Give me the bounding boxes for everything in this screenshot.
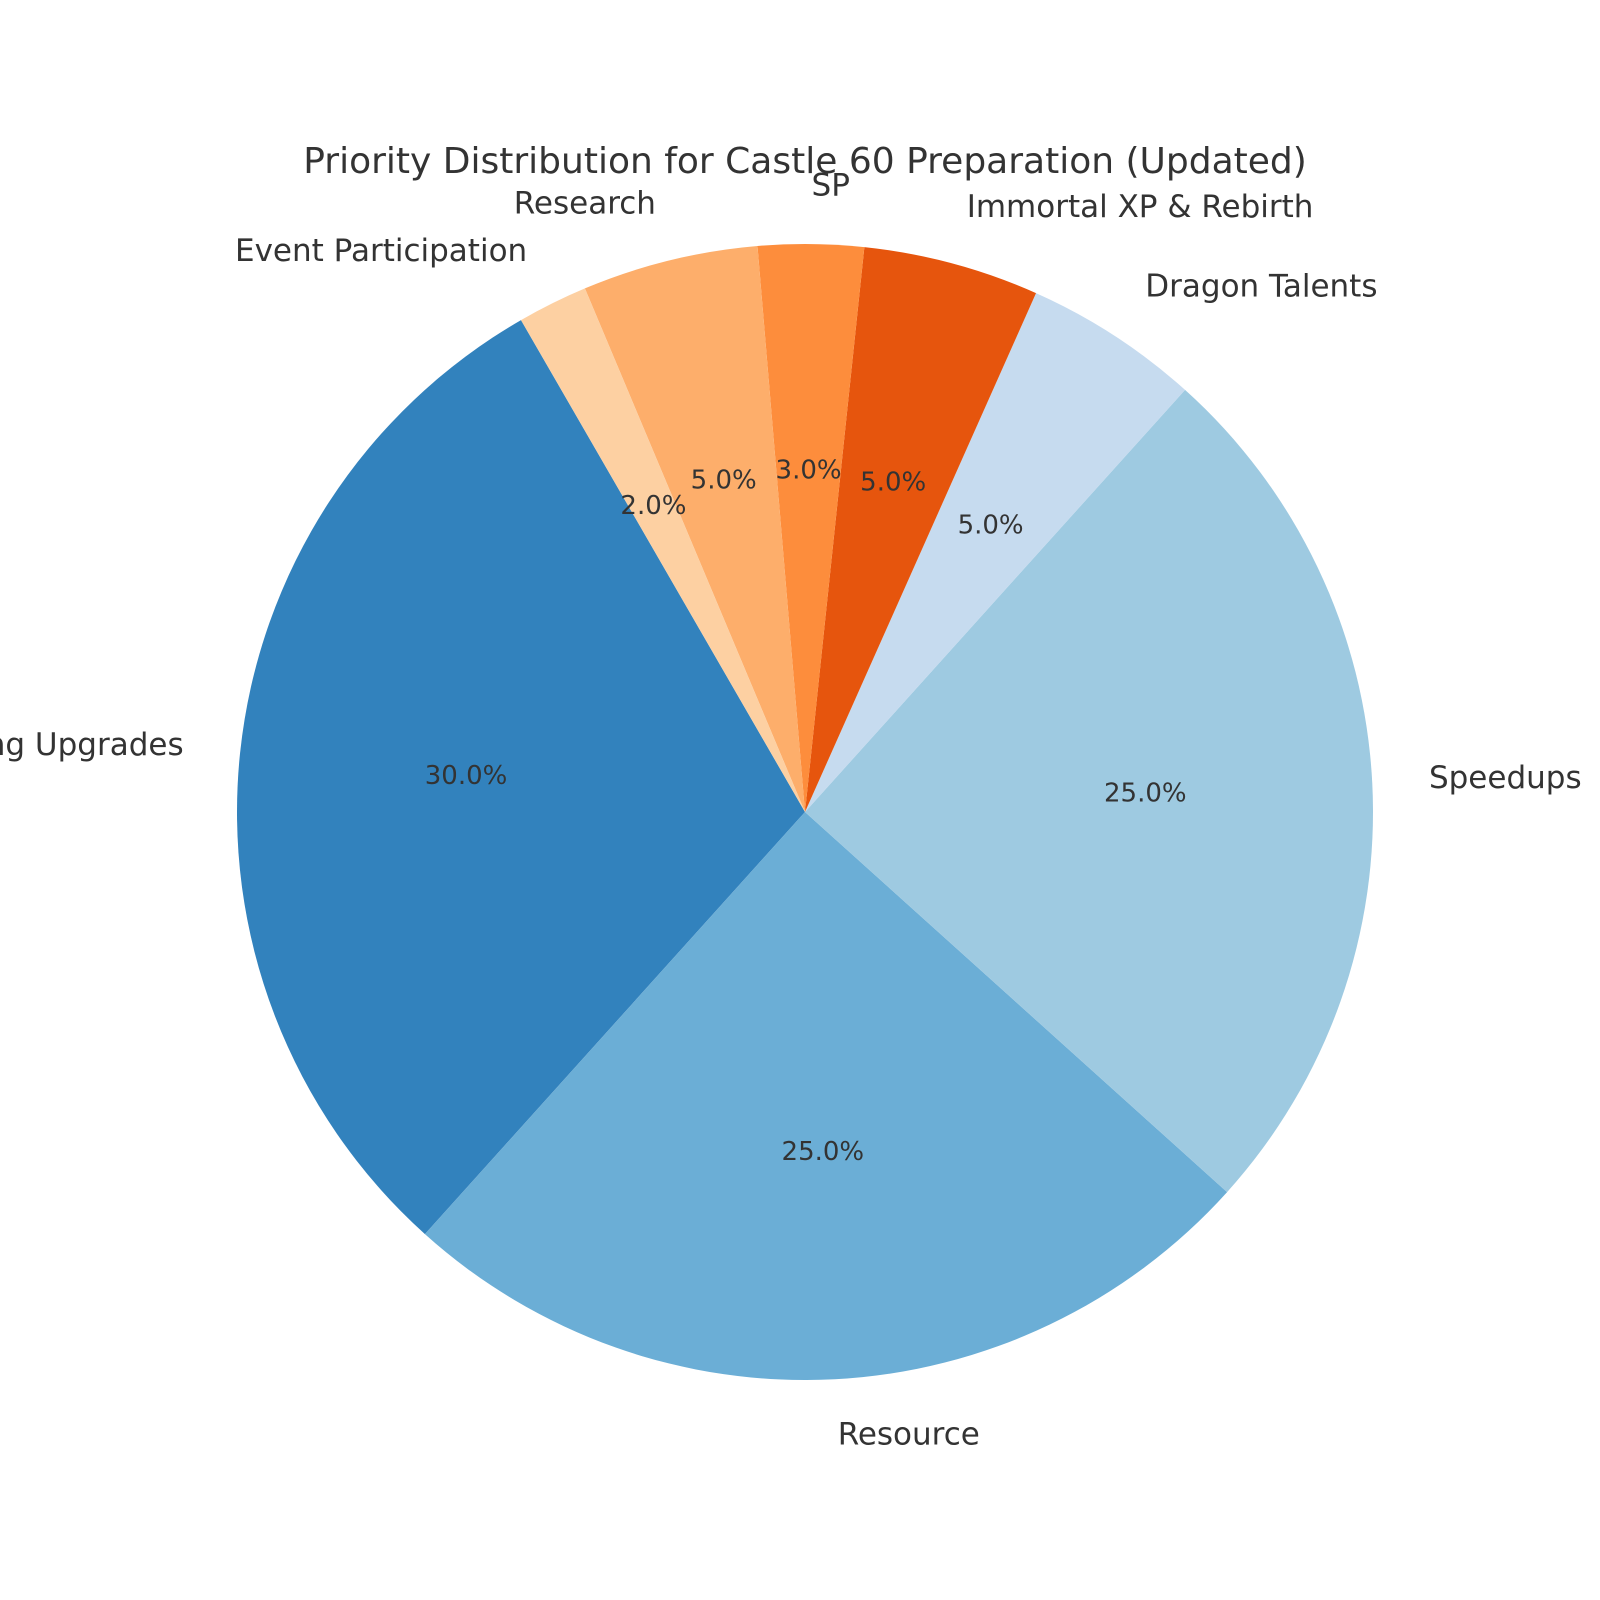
pie-slice-event-participation — [521, 288, 805, 813]
category-label-speedups: Speedups — [1429, 760, 1582, 796]
category-label-immortal-xp-rebirth: Immortal XP & Rebirth — [967, 189, 1314, 225]
category-label-resource: Resource — [838, 1416, 980, 1452]
pct-label-immortal-xp-rebirth: 5.0% — [860, 467, 926, 497]
category-labels: Building Upgrades Resource Speedups Dragon … — [0, 168, 1582, 1453]
pct-label-resource: 25.0% — [782, 1137, 865, 1167]
pct-label-research: 5.0% — [691, 466, 757, 496]
pie-slice-speedups — [805, 389, 1373, 1193]
pie-slice-dragon-talents — [805, 293, 1186, 812]
pie-slice-building-upgrades — [237, 320, 806, 1235]
category-label-building-upgrades: Building Upgrades — [0, 727, 184, 763]
pie-slice-immortal-xp-rebirth — [805, 247, 1037, 812]
pie-slice-sp — [757, 243, 865, 812]
pct-label-sp: 3.0% — [776, 456, 842, 486]
pie-slices — [237, 243, 1373, 1380]
chart-title: Priority Distribution for Castle 60 Prep… — [303, 141, 1307, 182]
percentage-labels: 30.0%25.0%25.0%5.0%5.0%3.0%5.0%2.0% — [425, 456, 1187, 1167]
pct-label-speedups: 25.0% — [1104, 779, 1187, 809]
category-label-research: Research — [514, 186, 656, 222]
pie-slice-resource — [424, 812, 1228, 1380]
pie-slice-research — [584, 245, 805, 812]
category-label-dragon-talents: Dragon Talents — [1145, 268, 1377, 304]
category-label-sp: SP — [812, 168, 850, 204]
pct-label-dragon-talents: 5.0% — [958, 511, 1024, 541]
category-label-event-participation: Event Participation — [235, 233, 527, 269]
pct-label-building-upgrades: 30.0% — [425, 761, 508, 791]
pct-label-event-participation: 2.0% — [620, 491, 686, 521]
